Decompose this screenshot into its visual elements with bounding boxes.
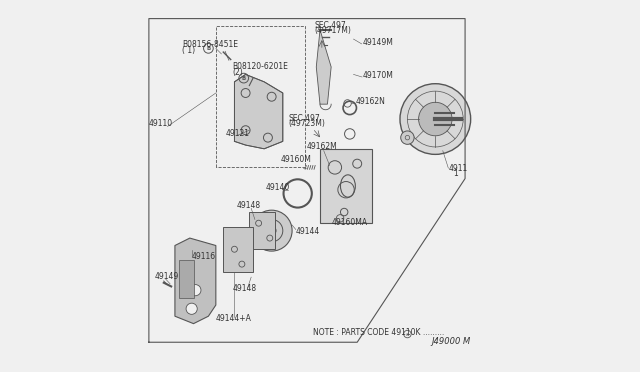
Text: B: B: [206, 46, 211, 51]
Polygon shape: [316, 30, 331, 104]
Circle shape: [251, 210, 292, 251]
Text: (49723M): (49723M): [289, 119, 325, 128]
Text: SEC.497: SEC.497: [314, 21, 346, 30]
Text: 49149M: 49149M: [363, 38, 394, 46]
Text: 49121: 49121: [225, 129, 249, 138]
Text: B08120-6201E: B08120-6201E: [232, 62, 289, 71]
Circle shape: [182, 262, 193, 273]
Bar: [179, 260, 193, 298]
Polygon shape: [234, 74, 283, 149]
Text: (49717M): (49717M): [314, 26, 351, 35]
Text: a: a: [406, 331, 409, 337]
Text: 49144+A: 49144+A: [216, 314, 252, 323]
Text: 49148: 49148: [232, 284, 257, 293]
Text: 49170M: 49170M: [363, 71, 394, 80]
Text: 49162M: 49162M: [307, 142, 338, 151]
Circle shape: [400, 84, 470, 154]
Circle shape: [190, 285, 201, 296]
Circle shape: [186, 303, 197, 314]
Text: 49149: 49149: [154, 272, 179, 281]
Text: 49144: 49144: [296, 227, 320, 236]
Text: 4911: 4911: [449, 164, 468, 173]
Text: 49160MA: 49160MA: [332, 218, 368, 227]
Text: 49160M: 49160M: [281, 155, 312, 164]
Text: J49000 M: J49000 M: [431, 337, 471, 346]
Text: 49162N: 49162N: [355, 97, 385, 106]
Text: NOTE : PARTS CODE 49110K .........: NOTE : PARTS CODE 49110K .........: [312, 328, 444, 337]
Circle shape: [419, 102, 452, 136]
Bar: [223, 227, 253, 272]
Text: 49116: 49116: [191, 251, 216, 260]
Polygon shape: [175, 238, 216, 324]
Text: 49110: 49110: [149, 119, 173, 128]
Text: ( 1): ( 1): [182, 46, 195, 55]
Circle shape: [401, 131, 414, 144]
Text: 49140: 49140: [266, 183, 291, 192]
Text: 49148: 49148: [236, 201, 260, 210]
Bar: [250, 212, 275, 249]
Text: B08156-8451E: B08156-8451E: [182, 39, 238, 48]
Bar: [320, 149, 372, 223]
Text: (2): (2): [232, 68, 243, 77]
Text: 1: 1: [453, 169, 458, 178]
Text: B: B: [242, 76, 246, 81]
Text: SEC.497: SEC.497: [289, 114, 320, 123]
Circle shape: [267, 226, 276, 235]
